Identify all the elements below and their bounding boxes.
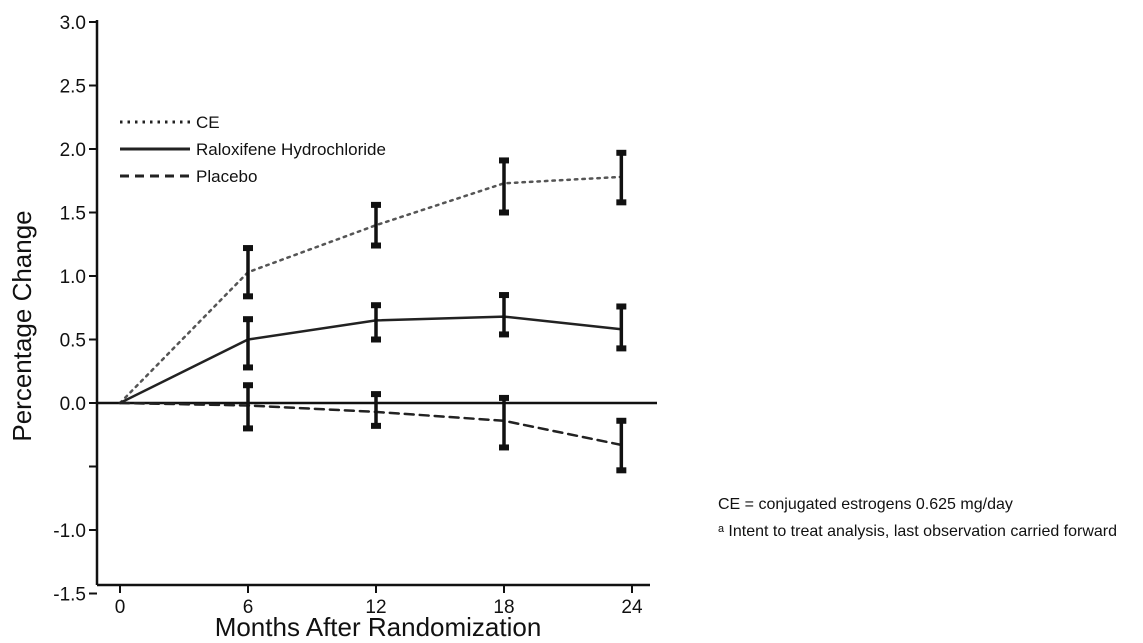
error-cap-placebo [371,391,381,398]
y-axis: -1.5 -1.0 0.0 0.5 1.0 1.5 2.0 2.5 3.0 [53,13,99,606]
y-axis-title: Percentage Change [7,210,37,441]
annotation-footnote: ᵃ Intent to treat analysis, last observa… [718,523,1118,540]
y-tick-label: 0.0 [60,394,86,415]
error-cap-raloxifene-hydrochloride [616,303,627,310]
y-tick-label: 1.5 [60,204,86,225]
error-cap-ce [243,245,253,252]
error-cap-placebo [243,425,253,432]
error-cap-raloxifene-hydrochloride [616,345,627,352]
error-cap-placebo [499,444,509,451]
series-line-ce [118,175,623,405]
error-cap-ce [371,242,381,249]
error-cap-ce [243,293,253,300]
x-tick-label: 0 [115,597,126,618]
series-layer [97,149,657,474]
error-cap-placebo [499,394,509,401]
error-cap-raloxifene-hydrochloride [499,331,509,338]
error-cap-raloxifene-hydrochloride [499,292,509,299]
legend: CE Raloxifene Hydrochloride Placebo [120,113,386,186]
error-cap-ce [616,149,627,156]
series-line-placebo [118,401,623,447]
error-cap-placebo [371,422,381,429]
x-tick-label: 12 [365,597,386,618]
x-tick-label: 18 [493,597,514,618]
x-tick-label: 24 [621,597,643,618]
y-tick-label: 3.0 [60,13,86,34]
error-cap-ce [371,201,381,208]
y-tick-label: 2.5 [60,77,86,98]
y-tick-label: -1.0 [53,521,86,542]
series-line-raloxifene-hydrochloride [118,315,623,405]
y-tick-label: 2.0 [60,140,86,161]
error-cap-ce [616,199,627,206]
error-cap-ce [499,209,509,216]
annotation-ce-definition: CE = conjugated estrogens 0.625 mg/day [718,496,1013,513]
x-axis-title: Months After Randomization [215,612,542,642]
error-cap-raloxifene-hydrochloride [371,336,381,343]
error-cap-raloxifene-hydrochloride [371,302,381,309]
error-cap-placebo [616,467,627,474]
y-tick-label: -1.5 [53,585,86,606]
error-cap-ce [499,157,509,164]
error-cap-raloxifene-hydrochloride [243,364,253,371]
legend-label-placebo: Placebo [196,167,257,186]
x-axis: 0 6 12 18 24 [97,583,650,618]
y-tick-label: 0.5 [60,331,86,352]
error-cap-placebo [616,417,627,424]
error-cap-raloxifene-hydrochloride [243,316,253,323]
legend-label-ce: CE [196,113,220,132]
legend-label-raloxifene-hydrochloride: Raloxifene Hydrochloride [196,140,386,159]
y-tick-label: 1.0 [60,267,86,288]
error-cap-placebo [243,382,253,389]
x-tick-label: 6 [243,597,254,618]
